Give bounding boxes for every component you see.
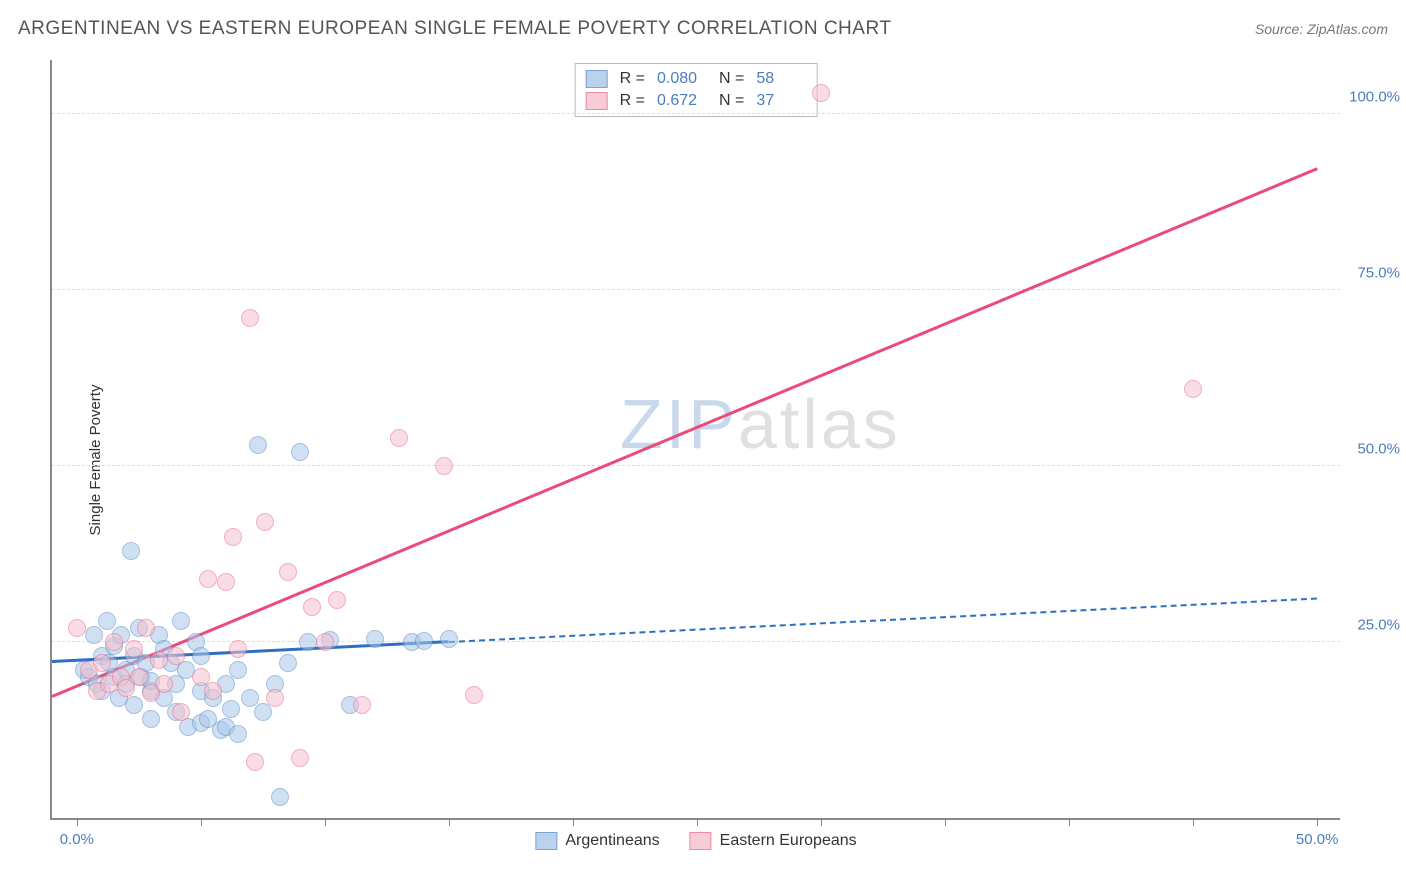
legend-item: Eastern Europeans <box>690 832 857 850</box>
data-point <box>316 633 334 651</box>
data-point <box>415 632 433 650</box>
stat-n-value: 37 <box>756 92 806 110</box>
data-point <box>246 753 264 771</box>
data-point <box>172 703 190 721</box>
x-tick <box>201 818 202 826</box>
data-point <box>85 626 103 644</box>
data-point <box>172 612 190 630</box>
data-point <box>137 619 155 637</box>
data-point <box>142 710 160 728</box>
data-point <box>125 696 143 714</box>
data-point <box>328 591 346 609</box>
legend-swatch <box>586 92 608 110</box>
y-tick-label: 50.0% <box>1357 441 1400 458</box>
legend-label: Argentineans <box>565 832 659 850</box>
data-point <box>299 633 317 651</box>
y-tick-label: 75.0% <box>1357 265 1400 282</box>
legend-label: Eastern Europeans <box>720 832 857 850</box>
data-point <box>303 598 321 616</box>
data-point <box>150 651 168 669</box>
x-tick <box>1317 818 1318 826</box>
data-point <box>291 443 309 461</box>
data-point <box>105 633 123 651</box>
data-point <box>256 513 274 531</box>
data-point <box>222 700 240 718</box>
data-point <box>192 647 210 665</box>
stat-n-value: 58 <box>756 70 806 88</box>
legend-swatch <box>690 832 712 850</box>
stat-n-label: N = <box>719 92 744 110</box>
data-point <box>390 429 408 447</box>
x-tick <box>77 818 78 826</box>
trendline <box>51 168 1317 699</box>
data-point <box>279 563 297 581</box>
legend-item: Argentineans <box>535 832 659 850</box>
gridline-h <box>52 465 1340 466</box>
stat-r-label: R = <box>620 70 645 88</box>
stats-legend: R = 0.080 N = 58 R = 0.672 N = 37 <box>575 63 818 117</box>
y-tick-label: 25.0% <box>1357 617 1400 634</box>
data-point <box>366 630 384 648</box>
gridline-h <box>52 289 1340 290</box>
stat-r-label: R = <box>620 92 645 110</box>
plot-region: ZIPatlas R =0.080N =58R =0.672N =37 Arge… <box>50 60 1340 820</box>
stats-row: R = 0.080 N = 58 <box>586 68 807 90</box>
data-point <box>812 84 830 102</box>
stat-r-value: 0.672 <box>657 92 707 110</box>
stat-n-label: N = <box>719 70 744 88</box>
data-point <box>125 640 143 658</box>
data-point <box>291 749 309 767</box>
legend-swatch <box>535 832 557 850</box>
data-point <box>241 309 259 327</box>
data-point <box>224 528 242 546</box>
stat-r-value: 0.080 <box>657 70 707 88</box>
trendline-dashed <box>449 598 1317 643</box>
x-tick <box>325 818 326 826</box>
data-point <box>155 675 173 693</box>
gridline-h <box>52 113 1340 114</box>
data-point <box>249 436 267 454</box>
data-point <box>254 703 272 721</box>
data-point <box>229 640 247 658</box>
x-tick <box>697 818 698 826</box>
watermark: ZIPatlas <box>620 384 901 464</box>
x-tick <box>449 818 450 826</box>
data-point <box>266 689 284 707</box>
x-tick <box>945 818 946 826</box>
legend-swatch <box>586 70 608 88</box>
data-point <box>199 570 217 588</box>
x-tick <box>1193 818 1194 826</box>
source-label: Source: ZipAtlas.com <box>1255 21 1388 37</box>
data-point <box>167 647 185 665</box>
data-point <box>279 654 297 672</box>
data-point <box>93 654 111 672</box>
y-tick-label: 100.0% <box>1349 89 1400 106</box>
data-point <box>1184 380 1202 398</box>
data-point <box>465 686 483 704</box>
data-point <box>271 788 289 806</box>
data-point <box>204 682 222 700</box>
gridline-h <box>52 641 1340 642</box>
data-point <box>68 619 86 637</box>
x-tick-label: 50.0% <box>1296 831 1339 848</box>
data-point <box>130 668 148 686</box>
x-tick <box>573 818 574 826</box>
data-point <box>440 630 458 648</box>
data-point <box>229 661 247 679</box>
data-point <box>98 612 116 630</box>
data-point <box>229 725 247 743</box>
chart-title: ARGENTINEAN VS EASTERN EUROPEAN SINGLE F… <box>18 18 891 40</box>
x-tick-label: 0.0% <box>60 831 94 848</box>
data-point <box>122 542 140 560</box>
chart-area: Single Female Poverty ZIPatlas R =0.080N… <box>50 60 1390 860</box>
data-point <box>353 696 371 714</box>
series-legend: Argentineans Eastern Europeans <box>535 832 856 850</box>
data-point <box>217 573 235 591</box>
x-tick <box>1069 818 1070 826</box>
data-point <box>435 457 453 475</box>
stats-row: R = 0.672 N = 37 <box>586 90 807 112</box>
x-tick <box>821 818 822 826</box>
